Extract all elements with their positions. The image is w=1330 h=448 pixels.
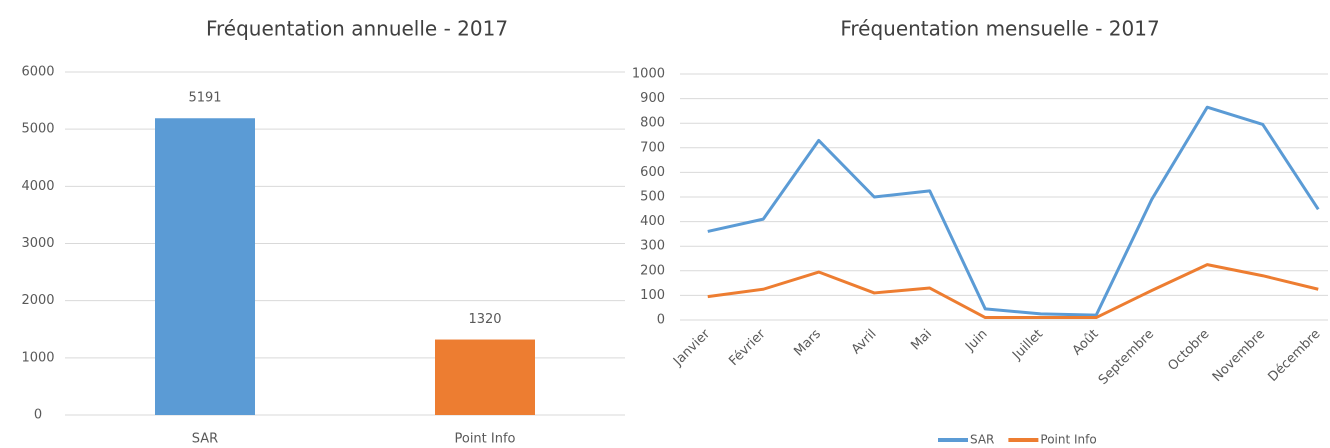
x-tick-label: Novembre bbox=[1210, 327, 1268, 385]
y-tick-label: 3000 bbox=[21, 236, 54, 251]
x-tick-label: Février bbox=[726, 326, 769, 369]
data-label: 5191 bbox=[188, 91, 221, 106]
x-tick-label: Juillet bbox=[1009, 327, 1046, 364]
legend-label: Point Info bbox=[1040, 433, 1096, 447]
y-tick-label: 800 bbox=[640, 116, 665, 131]
y-tick-label: 6000 bbox=[21, 65, 54, 80]
y-tick-label: 200 bbox=[640, 263, 665, 278]
y-tick-label: 0 bbox=[657, 313, 665, 328]
bar bbox=[435, 339, 535, 415]
y-tick-label: 5000 bbox=[21, 122, 54, 137]
x-tick-label: Août bbox=[1070, 327, 1102, 359]
line-series bbox=[707, 263, 1319, 320]
x-tick-label: Avril bbox=[849, 327, 880, 358]
chart-title: Fréquentation annuelle - 2017 bbox=[206, 17, 508, 41]
bar bbox=[155, 118, 255, 415]
line-series bbox=[707, 105, 1320, 317]
y-tick-label: 900 bbox=[640, 91, 665, 106]
x-tick-label: Janvier bbox=[670, 326, 713, 369]
x-tick-label: Décembre bbox=[1265, 327, 1323, 385]
y-tick-label: 2000 bbox=[21, 293, 54, 308]
x-tick-label: Septembre bbox=[1096, 327, 1157, 388]
data-label: 1320 bbox=[468, 312, 501, 327]
chart-title: Fréquentation mensuelle - 2017 bbox=[840, 17, 1159, 41]
y-tick-label: 700 bbox=[640, 140, 665, 155]
x-tick-label: SAR bbox=[192, 432, 218, 447]
x-tick-label: Octobre bbox=[1165, 327, 1212, 374]
y-tick-label: 1000 bbox=[21, 350, 54, 365]
y-tick-label: 1000 bbox=[632, 67, 665, 82]
y-tick-label: 0 bbox=[34, 408, 42, 423]
x-tick-label: Juin bbox=[962, 327, 990, 355]
x-tick-label: Mars bbox=[791, 327, 824, 360]
y-tick-label: 600 bbox=[640, 165, 665, 180]
legend-label: SAR bbox=[970, 433, 994, 447]
y-tick-label: 4000 bbox=[21, 179, 54, 194]
y-tick-label: 500 bbox=[640, 190, 665, 205]
y-tick-label: 300 bbox=[640, 239, 665, 254]
x-tick-label: Point Info bbox=[454, 432, 515, 447]
y-tick-label: 400 bbox=[640, 214, 665, 229]
y-tick-label: 100 bbox=[640, 288, 665, 303]
x-tick-label: Mai bbox=[908, 327, 935, 354]
